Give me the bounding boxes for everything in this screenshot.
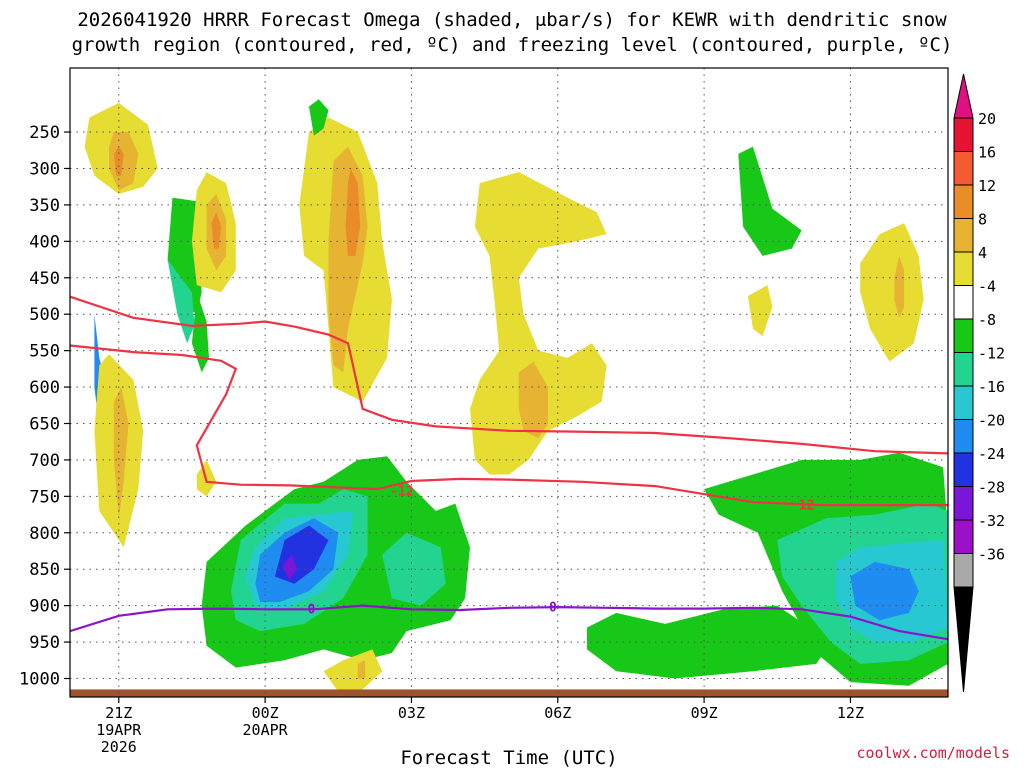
omega-region (309, 99, 329, 136)
credit-text[interactable]: coolwx.com/models (856, 744, 1010, 762)
colorbar-label: -36 (978, 546, 1005, 564)
y-tick-label: 950 (29, 633, 60, 653)
colorbar-segment (953, 385, 974, 420)
y-tick-label: 750 (29, 487, 60, 507)
x-tick-label: 20APR (243, 721, 289, 739)
omega-region (894, 255, 905, 318)
y-tick-label: 400 (29, 232, 60, 252)
omega-region (282, 554, 297, 581)
omega-region (470, 172, 607, 475)
x-tick-label: 00Z (252, 704, 279, 722)
y-tick-label: 600 (29, 378, 60, 398)
omega-region (345, 168, 361, 256)
contour-label: 0 (308, 603, 316, 618)
colorbar-segment (953, 251, 974, 286)
freezing_level-contour (70, 604, 948, 641)
y-tick-label: 650 (29, 414, 60, 434)
omega-shading (84, 99, 948, 692)
x-tick-label: 12Z (837, 704, 864, 722)
dgz_minus12_lower-contour (70, 344, 948, 507)
colorbar-segment (953, 318, 974, 353)
omega-region (860, 223, 924, 362)
colorbar-label: -32 (978, 512, 1005, 530)
colorbar-segment (953, 285, 974, 320)
colorbar-label: -28 (978, 479, 1005, 497)
y-tick-label: 250 (29, 123, 60, 143)
plot-frame (69, 67, 949, 698)
colorbar-label: -8 (978, 311, 996, 329)
x-tick-label: 2026 (101, 738, 137, 756)
contour-label: 0 (549, 600, 557, 615)
y-tick-label: 500 (29, 305, 60, 325)
gridlines (70, 68, 948, 697)
colorbar-segment (953, 184, 974, 219)
colorbar-label: -20 (978, 412, 1005, 430)
colorbar-label: 4 (978, 244, 987, 262)
colorbar-label: 8 (978, 211, 987, 229)
omega-region (323, 649, 383, 692)
y-tick-label: 550 (29, 342, 60, 362)
y-tick-label: 450 (29, 269, 60, 289)
y-axis: 250 300 350 400 450 500 550 600 650 700 750 800 850 9… (19, 123, 70, 690)
contour-lines: -12 12 0 0 (70, 295, 948, 641)
ground-strip (70, 689, 948, 697)
y-tick-label: 300 (29, 159, 60, 179)
colorbar-over-arrow (953, 73, 974, 119)
y-tick-label: 1000 (19, 670, 60, 690)
omega-region (191, 292, 209, 373)
colorbar-label: 20 (978, 110, 996, 128)
y-tick-label: 850 (29, 560, 60, 580)
y-tick-label: 700 (29, 451, 60, 471)
colorbar-segment (953, 218, 974, 253)
colorbar-label: -24 (978, 445, 1005, 463)
omega-region (738, 146, 802, 256)
y-tick-label: 350 (29, 196, 60, 216)
y-tick-label: 800 (29, 524, 60, 544)
omega-region (113, 387, 129, 519)
colorbar-under-arrow (953, 586, 974, 693)
colorbar-segment (953, 553, 974, 588)
colorbar-label: -12 (978, 345, 1005, 363)
chart-title-line2: growth region (contoured, red, ºC) and f… (71, 34, 953, 56)
colorbar-segment (953, 352, 974, 387)
dgz_minus12-contour (70, 295, 948, 455)
colorbar: 20 16 12 8 4 -4 -8 -12 -16 -20 -24 -28 -32 -36 (953, 73, 1005, 693)
contour-label: -12 (390, 485, 413, 500)
x-tick-label: 09Z (691, 704, 718, 722)
y-tick-label: 900 (29, 597, 60, 617)
colorbar-segment (953, 452, 974, 487)
omega-region (850, 561, 919, 621)
colorbar-label: -16 (978, 378, 1005, 396)
omega-region (748, 285, 773, 337)
colorbar-segment (953, 151, 974, 186)
omega-region (587, 605, 831, 679)
x-tick-label: 06Z (544, 704, 571, 722)
x-tick-label: 03Z (398, 704, 425, 722)
contour-label: 12 (799, 498, 815, 513)
colorbar-segment (953, 519, 974, 554)
chart-title-line1: 2026041920 HRRR Forecast Omega (shaded, … (77, 9, 947, 31)
colorbar-label: -4 (978, 278, 996, 296)
colorbar-segment (953, 117, 974, 152)
colorbar-label: 12 (978, 177, 996, 195)
omega-region (211, 212, 222, 249)
omega-region (518, 361, 548, 439)
omega-region (382, 532, 446, 606)
colorbar-segment (953, 486, 974, 521)
omega-region (167, 259, 195, 344)
omega-region (357, 660, 366, 679)
colorbar-label: 16 (978, 144, 996, 162)
x-tick-label: 19APR (96, 721, 142, 739)
x-axis-label: Forecast Time (UTC) (400, 747, 617, 768)
x-tick-label: 21Z (105, 704, 132, 722)
colorbar-segment (953, 419, 974, 454)
